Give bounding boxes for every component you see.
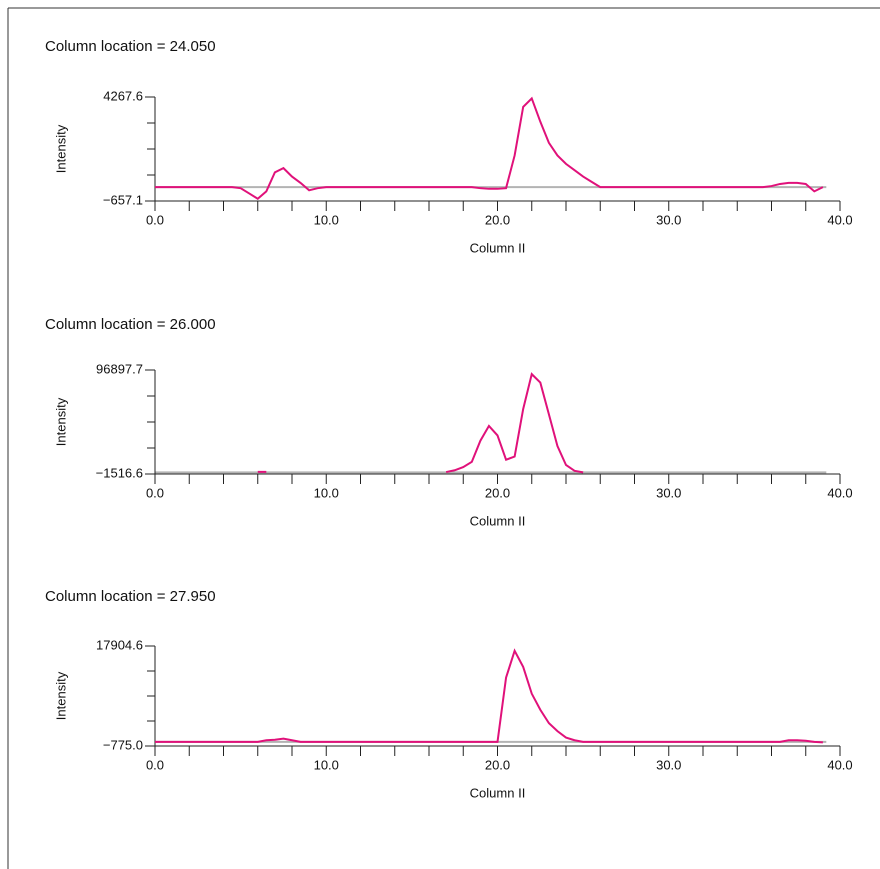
x-tick-label: 30.0 [656, 757, 681, 772]
x-tick-label: 0.0 [146, 757, 164, 772]
x-tick-label: 40.0 [827, 757, 852, 772]
x-tick-label: 20.0 [485, 757, 510, 772]
x-tick-label: 20.0 [485, 485, 510, 500]
x-tick-label: 10.0 [314, 212, 339, 227]
y-axis-label: Intensity [53, 671, 68, 720]
y-tick-label: 4267.6 [103, 88, 143, 103]
y-tick-label: −775.0 [103, 737, 143, 752]
chart-title: Column location = 24.050 [45, 38, 216, 55]
y-tick-label: 17904.6 [96, 637, 143, 652]
x-axis-label: Column II [470, 785, 526, 800]
x-tick-label: 0.0 [146, 212, 164, 227]
y-axis-label: Intensity [53, 397, 68, 446]
x-axis-label: Column II [470, 240, 526, 255]
y-tick-label: −657.1 [103, 192, 143, 207]
data-line [445, 372, 584, 474]
x-tick-label: 30.0 [656, 485, 681, 500]
x-tick-label: 20.0 [485, 212, 510, 227]
x-tick-label: 40.0 [827, 485, 852, 500]
x-axis-label: Column II [470, 513, 526, 528]
y-tick-label: 96897.7 [96, 361, 143, 376]
x-tick-label: 30.0 [656, 212, 681, 227]
y-axis-label: Intensity [53, 124, 68, 173]
data-line [155, 96, 824, 200]
y-tick-label: −1516.6 [96, 465, 143, 480]
chart-title: Column location = 26.000 [45, 316, 216, 333]
x-tick-label: 0.0 [146, 485, 164, 500]
data-line [155, 648, 823, 744]
x-tick-label: 10.0 [314, 757, 339, 772]
chart-title: Column location = 27.950 [45, 588, 216, 605]
x-tick-label: 40.0 [827, 212, 852, 227]
x-tick-label: 10.0 [314, 485, 339, 500]
